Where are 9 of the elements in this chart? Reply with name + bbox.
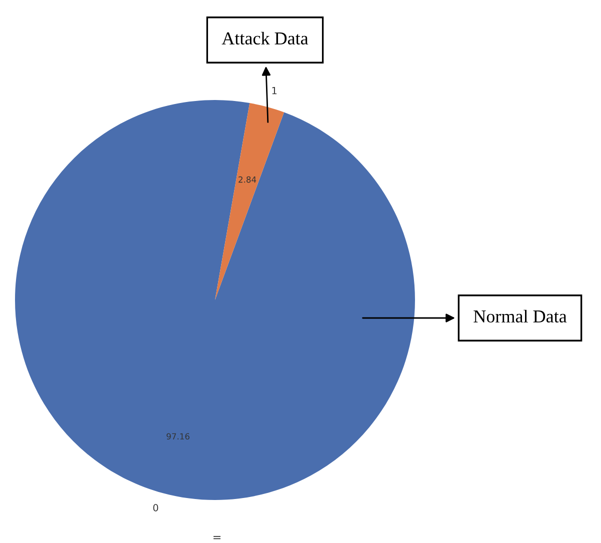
text: Attack Data (222, 32, 308, 45)
data-label: 97.16 (166, 433, 190, 440)
data-label: 2.84 (238, 176, 256, 183)
pie-slice (15, 100, 415, 500)
pie-slice (215, 103, 284, 300)
text: Normal Data (474, 310, 567, 323)
slice-label: 1 (272, 87, 277, 94)
text: = (214, 536, 220, 540)
slice-label: 0 (153, 504, 158, 512)
